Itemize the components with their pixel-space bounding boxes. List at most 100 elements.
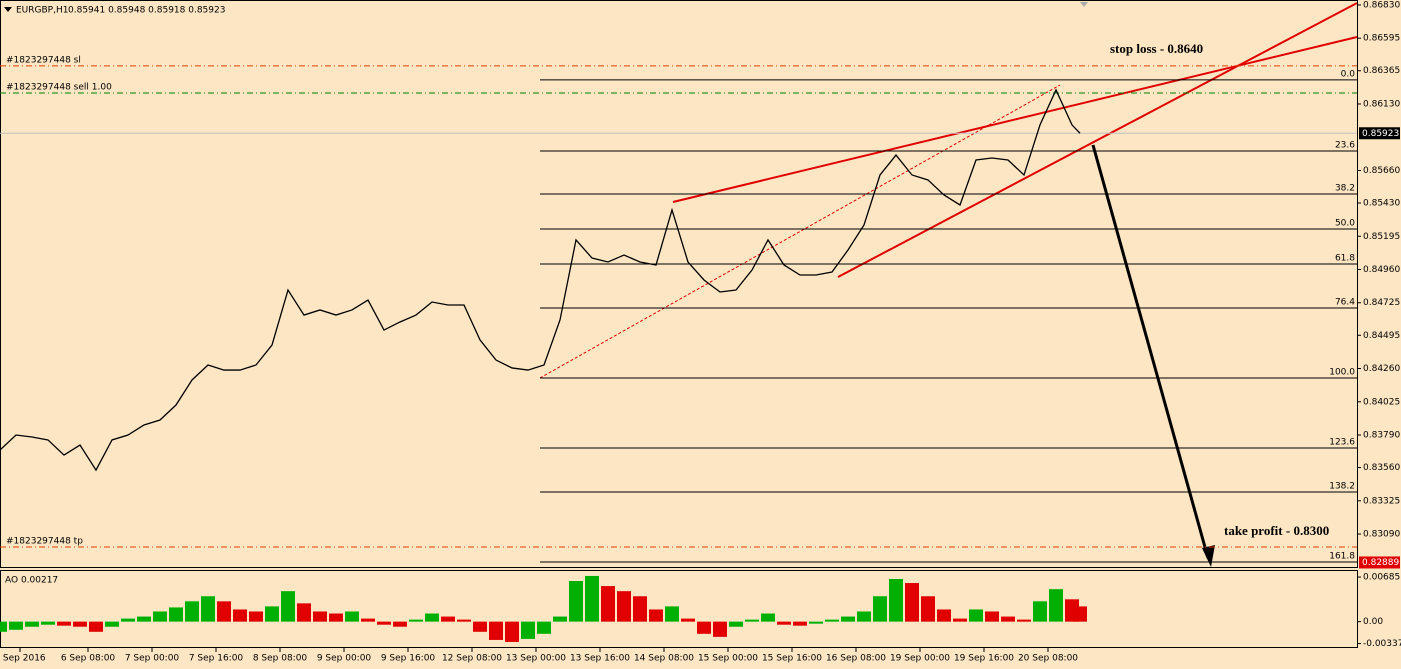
ao-bar [713, 621, 727, 637]
x-tick-label: 14 Sep 08:00 [634, 654, 694, 664]
ao-bar [553, 616, 567, 622]
x-tick-label: 7 Sep 00:00 [125, 654, 180, 664]
price-box-label: 0.82889 [1362, 558, 1399, 568]
y-tick-label: 0.84260 [1363, 364, 1400, 374]
y-tick-label: 0.86595 [1363, 34, 1400, 44]
price-box [1359, 127, 1400, 140]
symbol-title: EURGBP,H1 [16, 6, 68, 16]
ao-bar [841, 616, 855, 622]
y-tick-label: 0.83090 [1363, 530, 1400, 540]
price-box-label: 0.85923 [1362, 129, 1399, 139]
ao-bar [521, 621, 535, 639]
ao-bar [281, 591, 295, 622]
order-label: #1823297448 tp [6, 537, 83, 547]
ao-bar [425, 613, 439, 622]
fib-label: 50.0 [1335, 219, 1355, 229]
ao-bar [505, 621, 519, 642]
ao-bar [777, 621, 791, 625]
ao-bar [169, 607, 183, 622]
ao-bar [233, 609, 247, 622]
ao-bar [249, 611, 263, 622]
ao-bar [809, 621, 823, 624]
fib-label: 0.0 [1341, 69, 1356, 79]
ao-bar [1017, 619, 1031, 622]
ao-bar [745, 619, 759, 622]
ao-bar [25, 621, 39, 627]
fib-label: 61.8 [1335, 253, 1355, 263]
ao-bar [345, 611, 359, 622]
ao-bar [457, 619, 471, 622]
order-label: #1823297448 sell 1.00 [6, 82, 112, 92]
ao-bar [873, 596, 887, 622]
ao-bar [265, 606, 279, 622]
ao-bar [313, 611, 327, 622]
ao-bar [729, 621, 743, 627]
ao-bar [857, 611, 871, 622]
y-tick-label: 0.85195 [1363, 232, 1400, 242]
trend-line [672, 36, 1358, 203]
ao-bar [697, 621, 711, 634]
y-tick-label: 0.86130 [1363, 99, 1400, 109]
y-tick-label: 0.86365 [1363, 66, 1400, 76]
ao-bar [585, 575, 599, 622]
price-line [0, 88, 1081, 472]
x-tick-label: 5 Sep 2016 [0, 654, 46, 664]
ao-bar [1033, 601, 1047, 622]
ao-bar [985, 611, 999, 622]
ao-bar [73, 621, 87, 627]
ao-bar [201, 596, 215, 622]
y-tick-label: 0.84495 [1363, 331, 1400, 341]
ao-bar [537, 621, 551, 634]
ao-bar [441, 616, 455, 622]
fib-label: 23.6 [1335, 140, 1355, 150]
ao-bar [601, 586, 615, 622]
ao-bar [569, 581, 583, 622]
ao-bar [41, 621, 55, 625]
ao-title: AO 0.00217 [5, 576, 58, 586]
fib-label: 38.2 [1335, 183, 1355, 193]
x-tick-label: 9 Sep 16:00 [381, 654, 436, 664]
ao-bar [665, 606, 679, 622]
ao-bar [105, 621, 119, 627]
ao-bar [329, 613, 343, 622]
fib-label: 76.4 [1335, 297, 1355, 307]
ao-bar [137, 616, 151, 622]
ao-frame [0, 570, 1358, 648]
ao-y-tick-label: 0.00 [1363, 617, 1383, 627]
ao-bar [185, 601, 199, 622]
y-tick-label: 0.85430 [1363, 199, 1400, 209]
fib-label: 100.0 [1329, 368, 1355, 378]
x-tick-label: 16 Sep 08:00 [826, 654, 886, 664]
shift-marker [1080, 2, 1088, 7]
fib-label: 138.2 [1329, 482, 1355, 492]
x-tick-label: 15 Sep 16:00 [762, 654, 822, 664]
ao-bar [889, 579, 903, 622]
fib-label: 123.6 [1329, 438, 1355, 448]
order-label: #1823297448 sl [6, 55, 81, 65]
fib-label: 161.8 [1329, 552, 1355, 562]
y-tick-label: 0.83325 [1363, 496, 1400, 506]
ao-bar [761, 613, 775, 622]
ao-bar [297, 603, 311, 622]
ao-bar [57, 621, 71, 626]
ao-bar [649, 609, 663, 622]
ao-bar [793, 621, 807, 626]
ao-bar [121, 618, 135, 622]
ao-bar [921, 596, 935, 622]
ao-bar [489, 621, 503, 640]
ao-bar [217, 601, 231, 622]
ao-bar [969, 609, 983, 622]
ao-bar [937, 609, 951, 622]
x-tick-label: 19 Sep 16:00 [954, 654, 1014, 664]
trend-line [837, 2, 1358, 278]
ohlc-readout: 0.85941 0.85948 0.85918 0.85923 [68, 6, 225, 16]
ao-bar [473, 621, 487, 632]
ao-bar [617, 591, 631, 622]
x-tick-label: 19 Sep 00:00 [890, 654, 950, 664]
x-tick-label: 9 Sep 00:00 [317, 654, 372, 664]
ao-bar [9, 621, 23, 630]
x-tick-label: 15 Sep 00:00 [698, 654, 758, 664]
ao-bar [1073, 606, 1087, 622]
